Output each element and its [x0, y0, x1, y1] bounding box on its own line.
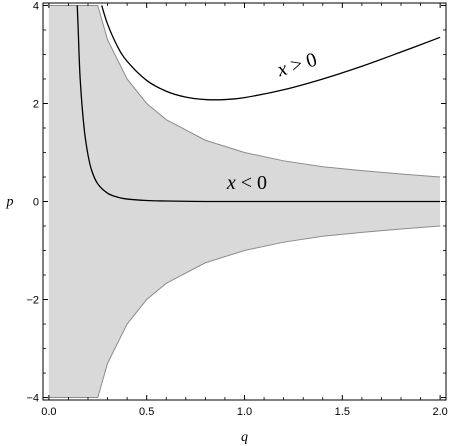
y-axis-label: p	[6, 195, 14, 210]
curve-x-positive	[101, 5, 441, 101]
curve-label-x-positive: x > 0	[274, 49, 320, 82]
y-tick-label: 4	[33, 0, 39, 12]
y-tick-label: 0	[33, 197, 39, 209]
y-tick-label: −2	[26, 295, 39, 307]
curve-label-x-negative: x < 0	[226, 172, 267, 194]
x-tick-label: 1.0	[237, 406, 252, 418]
y-axis-ticks: −4 −2 0 2 4	[26, 0, 446, 405]
x-tick-label: 2.0	[432, 406, 447, 418]
x-tick-label: 0.5	[139, 406, 154, 418]
y-tick-label: 2	[33, 98, 39, 110]
x-tick-label: 0.0	[41, 406, 56, 418]
series-layer	[76, 5, 441, 203]
y-tick-label: −4	[26, 393, 39, 405]
x-tick-label: 1.5	[335, 406, 350, 418]
x-axis-ticks: 0.0 0.5 1.0 1.5 2.0	[41, 3, 448, 418]
shaded-region-upper-edge	[48, 4, 441, 178]
shaded-region-lower-edge	[48, 225, 441, 399]
x-axis-label: q	[241, 430, 248, 445]
curve-x-negative	[76, 5, 441, 203]
